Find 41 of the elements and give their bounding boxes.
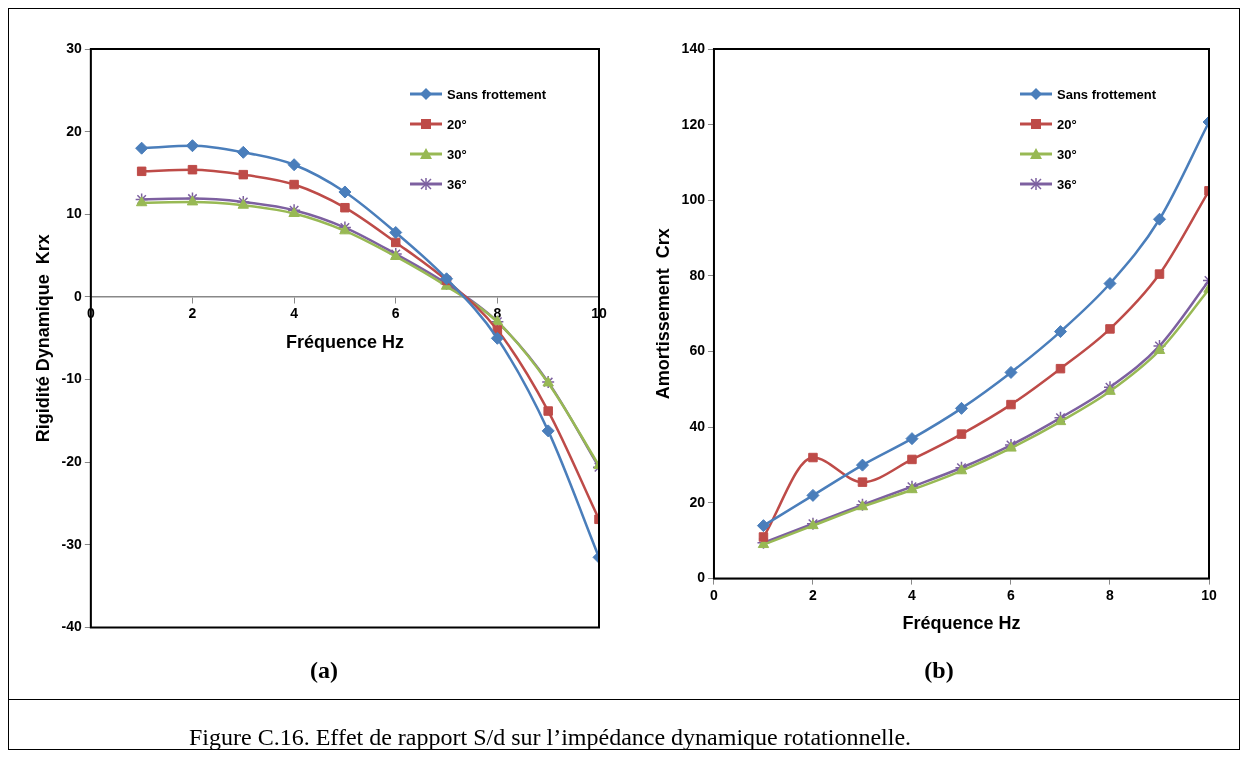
x-tick-label: 6 (391, 305, 400, 322)
legend-label: 30° (1057, 146, 1077, 162)
x-tick-label: 0 (710, 586, 719, 603)
x-tick-label: 4 (290, 305, 299, 322)
y-tick-label: 0 (697, 569, 706, 586)
legend-label: 20° (1057, 116, 1077, 132)
legend-label: Sans frottement (447, 86, 546, 102)
legend-label: 36° (447, 176, 467, 192)
y-tick-label: 100 (681, 191, 706, 208)
text: (b) (923, 657, 955, 684)
x-axis-title: Fréquence Hz (902, 613, 1021, 634)
y-tick-label: 60 (689, 342, 706, 359)
text: Figure C.16. Effet de rapport S/d sur l’impédance dynamique rotationnelle. (189, 724, 913, 751)
legend-label: Sans frottement (1057, 86, 1156, 102)
x-tick-label: 8 (493, 305, 502, 322)
y-tick-label: 40 (689, 418, 706, 435)
y-tick-label: 20 (66, 122, 83, 139)
y-tick-label: 80 (689, 266, 706, 283)
y-tick-label: -20 (61, 453, 83, 470)
y-tick-label: 30 (66, 39, 83, 56)
x-tick-label: 2 (188, 305, 197, 322)
y-tick-label: -10 (61, 370, 83, 387)
legend-label: 20° (447, 116, 467, 132)
x-tick-label: 8 (1106, 586, 1115, 603)
y-tick-label: -40 (61, 618, 83, 635)
legend-label: 36° (1057, 176, 1077, 192)
y-tick-label: 140 (681, 39, 706, 56)
x-tick-label: 10 (1201, 586, 1217, 603)
y-tick-label: 0 (74, 287, 83, 304)
x-tick-label: 6 (1007, 586, 1016, 603)
x-tick-label: 4 (908, 586, 917, 603)
x-tick-label: 2 (809, 586, 818, 603)
text: (a) (309, 657, 339, 684)
legend-label: 30° (447, 146, 467, 162)
y-tick-label: 120 (681, 115, 706, 132)
y-tick-label: -30 (61, 535, 83, 552)
y-axis-title: Rigidité Dynamique Krx (32, 234, 53, 443)
x-axis-title: Fréquence Hz (285, 331, 404, 352)
y-tick-label: 20 (689, 493, 706, 510)
y-tick-label: 10 (66, 205, 83, 222)
y-axis-title: Amortissement Crx (652, 228, 673, 400)
